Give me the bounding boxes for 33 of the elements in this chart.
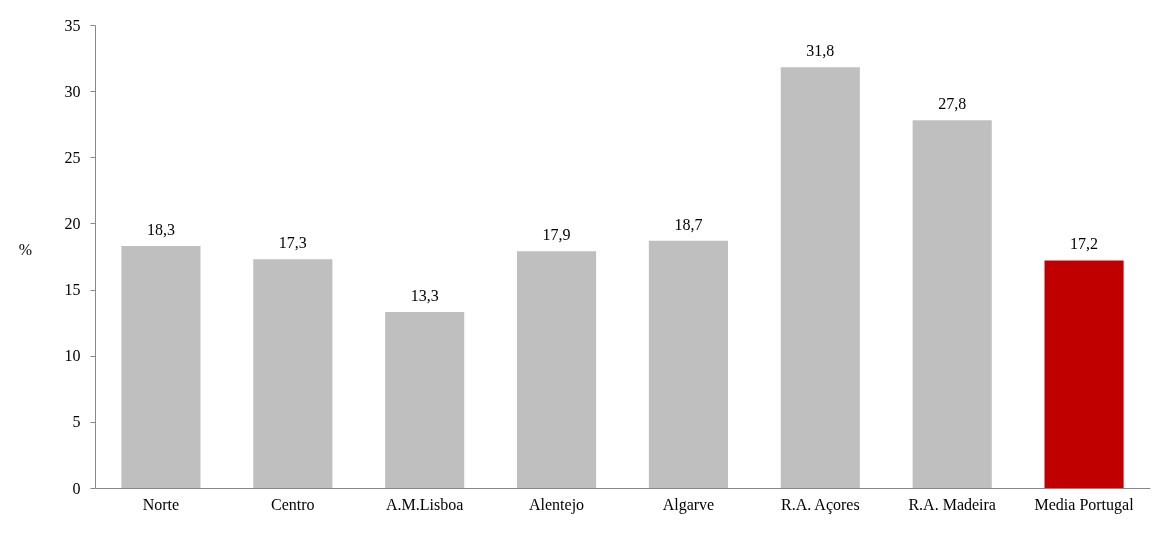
bar xyxy=(517,251,597,488)
data-label: 31,8 xyxy=(806,42,835,60)
bar xyxy=(253,259,333,488)
bar xyxy=(648,240,728,488)
y-tick-label: 30 xyxy=(64,82,81,100)
x-tick-label: Norte xyxy=(142,495,180,513)
bar xyxy=(1044,260,1124,488)
x-tick-label: Centro xyxy=(271,495,315,513)
data-label: 17,2 xyxy=(1070,235,1099,253)
data-label: 13,3 xyxy=(410,287,439,305)
bar xyxy=(385,312,465,488)
y-tick-label: 35 xyxy=(64,16,81,34)
x-tick-label: A.M.Lisboa xyxy=(386,495,464,513)
data-label: 18,3 xyxy=(146,220,175,238)
y-tick-label: 20 xyxy=(64,214,81,232)
data-label: 17,3 xyxy=(278,234,307,252)
bar xyxy=(780,67,860,488)
y-tick-label: 5 xyxy=(72,413,81,431)
x-tick-label: Algarve xyxy=(662,495,715,514)
bar xyxy=(121,245,201,488)
y-tick-label: 15 xyxy=(64,281,81,299)
y-tick-label: 0 xyxy=(72,479,81,497)
y-tick-label: 25 xyxy=(64,148,81,166)
y-tick-label: 10 xyxy=(64,347,81,365)
data-label: 17,9 xyxy=(542,226,571,244)
bar xyxy=(912,120,992,488)
x-tick-label: R.A. Açores xyxy=(780,495,860,514)
data-label: 18,7 xyxy=(674,215,703,233)
x-tick-label: R.A. Madeira xyxy=(908,495,996,513)
data-label: 27,8 xyxy=(938,95,967,113)
y-axis-title: % xyxy=(18,240,33,258)
x-tick-label: Media Portugal xyxy=(1034,495,1135,514)
x-tick-label: Alentejo xyxy=(529,495,585,514)
